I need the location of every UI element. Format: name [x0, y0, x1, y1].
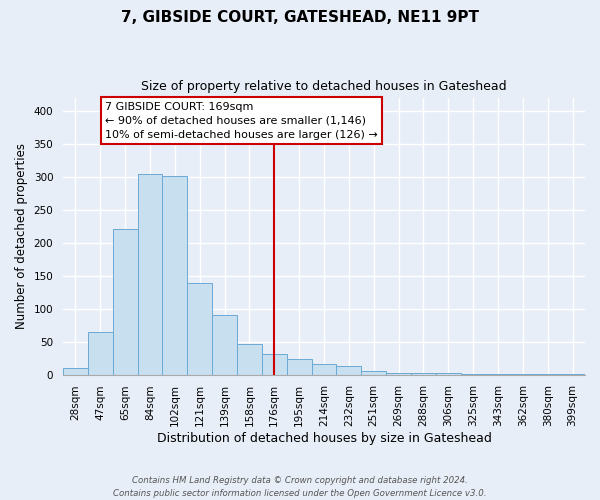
X-axis label: Distribution of detached houses by size in Gateshead: Distribution of detached houses by size … — [157, 432, 491, 445]
Bar — [237, 344, 262, 374]
Bar — [212, 316, 237, 374]
Bar — [262, 354, 287, 374]
Bar — [113, 228, 137, 374]
Bar — [163, 176, 187, 374]
Bar — [411, 372, 436, 374]
Bar — [88, 332, 113, 374]
Bar — [137, 174, 163, 374]
Y-axis label: Number of detached properties: Number of detached properties — [15, 144, 28, 330]
Bar — [311, 364, 337, 374]
Bar — [63, 368, 88, 374]
Bar — [337, 366, 361, 374]
Text: Contains HM Land Registry data © Crown copyright and database right 2024.
Contai: Contains HM Land Registry data © Crown c… — [113, 476, 487, 498]
Text: 7 GIBSIDE COURT: 169sqm
← 90% of detached houses are smaller (1,146)
10% of semi: 7 GIBSIDE COURT: 169sqm ← 90% of detache… — [105, 102, 378, 140]
Title: Size of property relative to detached houses in Gateshead: Size of property relative to detached ho… — [141, 80, 507, 93]
Bar — [187, 282, 212, 374]
Bar — [361, 372, 386, 374]
Text: 7, GIBSIDE COURT, GATESHEAD, NE11 9PT: 7, GIBSIDE COURT, GATESHEAD, NE11 9PT — [121, 10, 479, 25]
Bar — [287, 359, 311, 374]
